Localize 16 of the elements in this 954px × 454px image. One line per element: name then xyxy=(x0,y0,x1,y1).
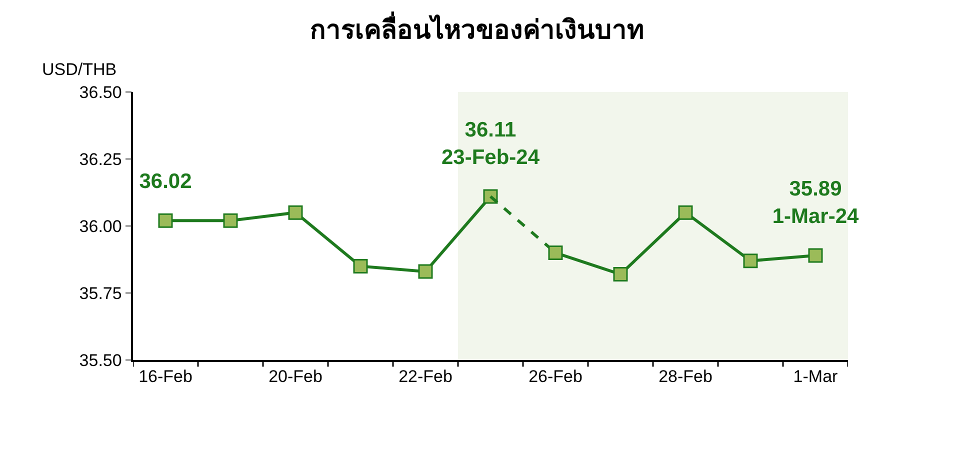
x-tick-label: 28-Feb xyxy=(658,367,712,386)
data-label: 35.89 1-Mar-24 xyxy=(772,178,859,228)
x-tick-label: 16-Feb xyxy=(138,367,192,386)
data-label: 36.02 xyxy=(139,170,192,194)
x-tick-label: 26-Feb xyxy=(528,367,582,386)
y-tick-label: 36.25 xyxy=(79,150,122,169)
y-tick-label: 36.00 xyxy=(79,216,122,236)
x-tick-label: 20-Feb xyxy=(268,367,322,386)
y-axis-title: USD/THB xyxy=(42,60,117,79)
data-label: 36.11 23-Feb-24 xyxy=(441,118,540,169)
x-tick-label: 1-Mar xyxy=(793,367,838,386)
chart-title: การเคลื่อนไหวของค่าเงินบาท xyxy=(310,10,644,46)
y-tick-label: 35.50 xyxy=(79,350,122,370)
x-tick-label: 22-Feb xyxy=(398,367,452,386)
y-tick-label: 35.75 xyxy=(79,284,122,303)
y-tick-label: 36.50 xyxy=(79,82,122,102)
